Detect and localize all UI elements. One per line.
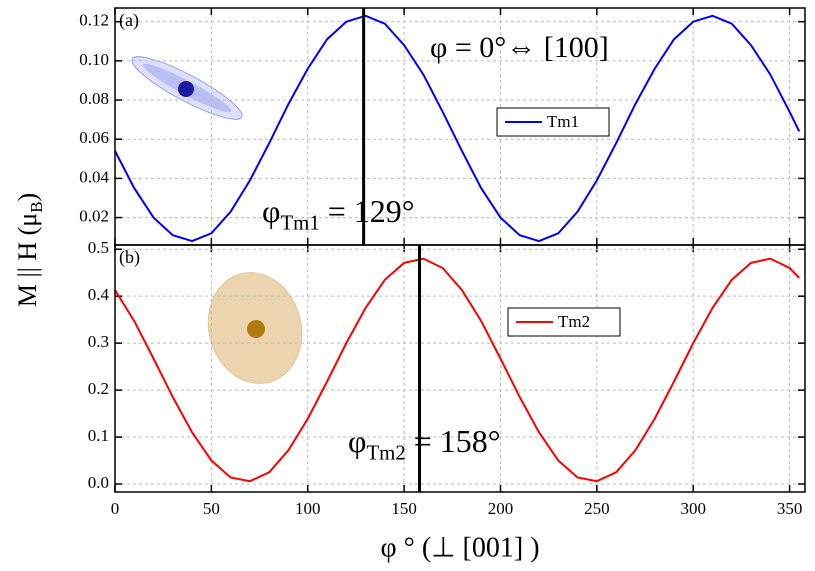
panel-label: (a) [119,10,139,31]
inset-b [207,272,303,384]
data-line [114,14,801,243]
plot-frame [114,244,806,493]
y-tick-label: 0.08 [79,89,109,108]
x-tick-label: 200 [488,499,514,518]
x-tick-label: 250 [584,499,610,518]
x-tick-label: 0 [111,499,120,518]
y-axis-label: M || H (μB) [13,193,46,307]
annotation: φTm1 = 129° [262,193,415,234]
legend-label: Tm2 [558,312,590,331]
annotation-rest: = 158° [406,423,501,459]
y-tick-label: 0.0 [88,473,109,492]
y-tick-label: 0.4 [88,285,110,304]
annotation: φ = 0°⇔ [100] [430,31,609,64]
y-tick-label: 0.12 [79,11,109,30]
y-tick-label: 0.10 [79,50,109,69]
x-tick-label: 100 [295,499,321,518]
x-tick-label: 300 [680,499,706,518]
inset-a [131,56,243,120]
y-tick-label: 0.02 [79,206,109,225]
annotation-sub: Tm2 [366,441,405,464]
y-tick-label: 0.5 [88,238,109,257]
annotation-main: φ = 0°⇔ [100] [430,31,609,64]
y-tick-label: 0.04 [79,167,109,186]
x-tick-label: 150 [391,499,417,518]
x-tick-label: 350 [777,499,803,518]
annotation: φTm2 = 158° [348,423,501,464]
annotation-rest: = 129° [320,193,415,229]
annotation-main: φ [348,423,366,459]
y-tick-label: 0.06 [79,128,109,147]
y-tick-label: 0.3 [88,332,109,351]
annotation-main: φ [262,193,280,229]
x-tick-label: 50 [203,499,220,518]
y-axis-label-sub: B [27,201,46,212]
y-axis-label-main: M || H (μ [13,213,42,307]
y-axis-label-rest: ) [13,193,42,202]
legend-label: Tm1 [547,112,579,131]
y-tick-label: 0.2 [88,379,109,398]
annotation-sub: Tm1 [280,211,319,234]
panel-label: (b) [119,247,140,268]
y-tick-label: 0.1 [88,426,109,445]
x-axis-label: φ ° (⊥ [001] ) [380,532,539,563]
data-line [114,257,800,483]
